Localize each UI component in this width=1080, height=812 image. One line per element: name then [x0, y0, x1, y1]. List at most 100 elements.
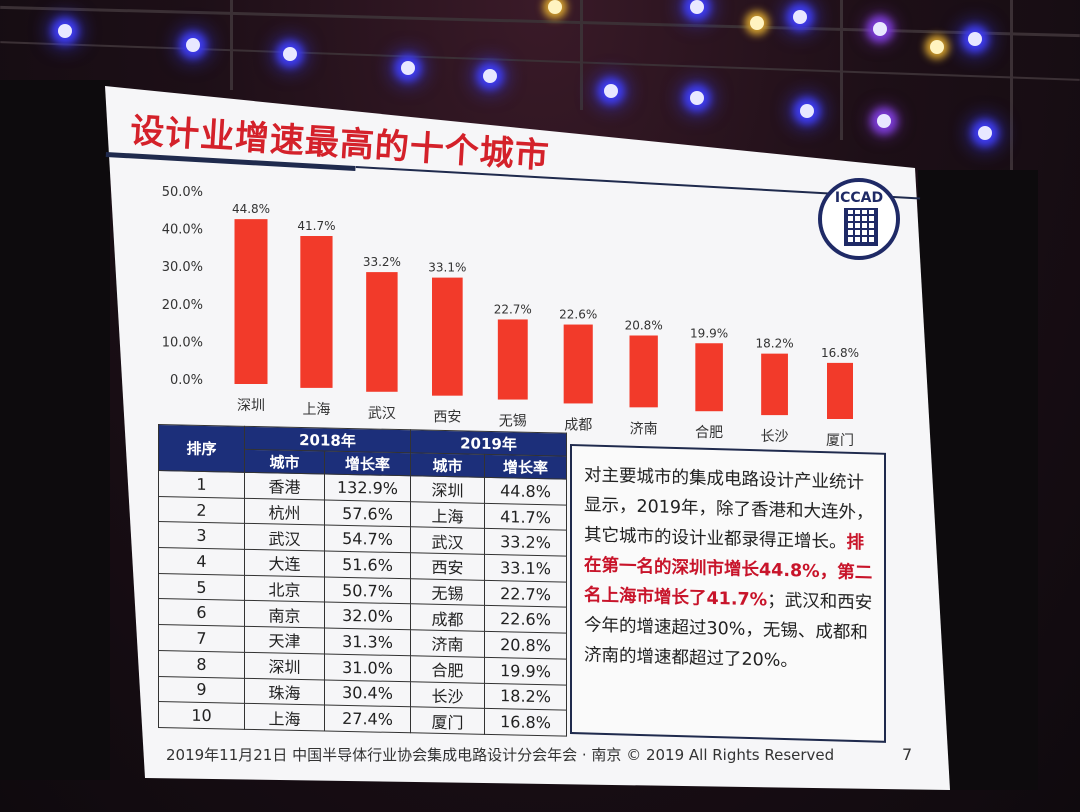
rank-header: 排序	[158, 424, 245, 473]
y-tick-label: 10.0%	[162, 335, 203, 350]
table-body: 1 香港 132.9% 深圳 44.8% 2 杭州 57.6% 上海 41.7% 3 武汉 54.7% 武…	[158, 470, 567, 737]
data-label: 16.8%	[821, 346, 859, 360]
category-label: 济南	[630, 421, 658, 437]
growth-header-2019: 增长率	[484, 454, 567, 480]
y-tick-label: 20.0%	[162, 298, 203, 313]
rank-cell: 7	[158, 624, 245, 653]
y-tick-label: 0.0%	[170, 373, 203, 388]
stage-light	[548, 0, 562, 14]
category-label: 合肥	[695, 425, 723, 441]
data-label: 19.9%	[690, 326, 728, 340]
data-label: 20.8%	[625, 319, 663, 333]
city-2018-cell: 北京	[244, 575, 325, 603]
city-header-2019: 城市	[410, 452, 485, 478]
rate-2019-cell: 41.7%	[484, 503, 567, 531]
rate-2019-cell: 19.9%	[484, 657, 567, 685]
rate-2018-cell: 54.7%	[324, 525, 411, 553]
rank-cell: 8	[158, 650, 245, 678]
chip-grid-icon	[844, 208, 878, 246]
stage-light	[793, 10, 807, 24]
logo-text: ICCAD	[834, 190, 884, 206]
data-label: 33.1%	[428, 261, 466, 275]
data-label: 22.6%	[559, 308, 597, 322]
year-2019-header: 2019年	[410, 429, 567, 457]
city-2018-cell: 上海	[244, 703, 325, 731]
city-2018-cell: 珠海	[244, 677, 325, 706]
bar-合肥	[695, 343, 723, 412]
category-label: 长沙	[761, 429, 789, 445]
category-label: 厦门	[826, 433, 854, 449]
rate-2019-cell: 44.8%	[484, 477, 567, 505]
rank-cell: 3	[158, 521, 245, 550]
city-2018-cell: 南京	[244, 600, 325, 629]
rate-2018-cell: 57.6%	[324, 499, 411, 528]
stage-light	[800, 104, 814, 118]
slide-footer: 2019年11月21日 中国半导体行业协会集成电路设计分会年会 · 南京 © 2…	[166, 746, 835, 764]
rate-2019-cell: 16.8%	[484, 708, 567, 737]
rate-2019-cell: 20.8%	[484, 631, 567, 659]
bar-深圳	[234, 219, 268, 384]
stage-light	[401, 61, 415, 75]
city-2019-cell: 武汉	[410, 527, 485, 555]
rank-cell: 1	[158, 470, 245, 498]
stage-light	[483, 69, 497, 83]
city-header-2018: 城市	[244, 449, 325, 474]
city-2018-cell: 大连	[244, 549, 325, 577]
city-2018-cell: 深圳	[244, 652, 325, 680]
stage-light	[690, 91, 704, 105]
city-2018-cell: 武汉	[244, 523, 325, 552]
category-label: 上海	[302, 402, 330, 418]
y-tick-label: 30.0%	[162, 260, 203, 275]
stage-light	[978, 126, 992, 140]
y-tick-label: 40.0%	[162, 223, 203, 238]
data-label: 18.2%	[755, 337, 793, 351]
bar-济南	[629, 335, 658, 408]
city-2019-cell: 西安	[410, 552, 485, 581]
rate-2018-cell: 27.4%	[324, 705, 411, 733]
city-2019-cell: 济南	[410, 629, 485, 658]
stage-light	[58, 24, 72, 38]
rank-cell: 4	[158, 547, 245, 576]
rate-2018-cell: 32.0%	[324, 602, 411, 630]
category-label: 成都	[564, 417, 592, 433]
stage-light	[877, 114, 891, 128]
summary-text-box: 对主要城市的集成电路设计产业统计显示，2019年，除了香港和大连外，其它城市的设…	[570, 444, 886, 743]
bar-武汉	[366, 272, 398, 392]
rank-cell: 5	[158, 573, 245, 601]
data-label: 33.2%	[363, 255, 401, 269]
bar-成都	[563, 324, 593, 404]
stage-light	[186, 38, 200, 52]
city-2019-cell: 厦门	[410, 706, 485, 735]
rank-cell: 6	[158, 598, 245, 627]
city-2018-cell: 天津	[244, 626, 325, 654]
city-2019-cell: 上海	[410, 501, 485, 529]
stage-light	[873, 22, 887, 36]
bars	[234, 219, 853, 419]
summary-part1: 对主要城市的集成电路设计产业统计显示，2019年，除了香港和大连外，其它城市的设…	[584, 465, 874, 553]
data-labels: 44.8% 41.7% 33.2% 33.1% 22.7% 22.6% 20.8% 19.9%…	[232, 202, 859, 360]
rate-2018-cell: 31.3%	[324, 628, 411, 656]
page-number: 7	[902, 745, 913, 764]
stage-light	[283, 47, 297, 61]
city-2019-cell: 长沙	[410, 681, 485, 709]
stage-light	[968, 32, 982, 46]
bar-厦门	[827, 362, 853, 419]
rate-2019-cell: 22.6%	[484, 605, 567, 634]
city-2019-cell: 成都	[410, 604, 485, 632]
rate-2018-cell: 132.9%	[324, 473, 411, 502]
category-label: 西安	[433, 410, 461, 426]
category-label: 深圳	[237, 398, 265, 414]
stage-light	[930, 40, 944, 54]
y-tick-label: 50.0%	[162, 185, 203, 200]
rate-2018-cell: 51.6%	[324, 551, 411, 579]
growth-header-2018: 增长率	[324, 450, 411, 476]
city-2019-cell: 深圳	[410, 475, 485, 504]
year-2018-header: 2018年	[244, 426, 411, 453]
city-2018-cell: 香港	[244, 472, 325, 500]
rank-cell: 2	[158, 496, 245, 524]
city-2018-cell: 杭州	[244, 497, 325, 526]
x-axis: 深圳 上海 武汉 西安 无锡 成都 济南 合肥 长沙 厦门	[237, 398, 854, 449]
data-label: 41.7%	[297, 219, 335, 233]
ranking-table: 排序 2018年 2019年 城市 增长率 城市 增长率 1 香港 132.9% 深圳…	[158, 424, 567, 737]
